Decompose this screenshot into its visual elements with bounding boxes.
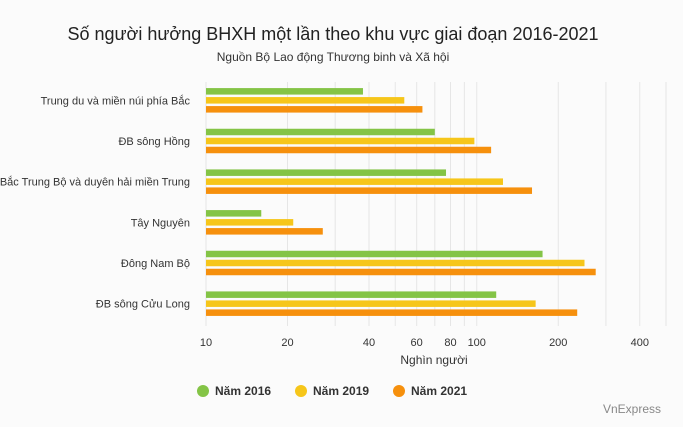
x-tick-label: 60	[411, 337, 423, 349]
bar[interactable]	[206, 250, 543, 258]
chart-subtitle: Nguồn Bộ Lao động Thương binh và Xã hội	[216, 50, 450, 64]
bar[interactable]	[206, 219, 294, 226]
x-tick-label: 10	[200, 337, 212, 349]
legend-label: Năm 2019	[313, 384, 369, 398]
bar[interactable]	[206, 169, 447, 176]
bar[interactable]	[206, 228, 323, 235]
bar[interactable]	[206, 88, 363, 95]
legend-label: Năm 2016	[215, 384, 271, 398]
legend-label: Năm 2021	[411, 384, 467, 398]
category-labels: Trung du và miền núi phía Bắc ĐB sông Hồn…	[0, 94, 190, 310]
bar[interactable]	[206, 128, 435, 136]
x-axis-label: Nghìn người	[400, 353, 467, 367]
x-tick-label: 40	[363, 337, 375, 349]
category-label: ĐB sông Hồng	[118, 136, 190, 148]
category-label: Trung du và miền núi phía Bắc	[41, 94, 191, 107]
category-label: Đông Nam Bộ	[121, 258, 190, 270]
bar[interactable]	[206, 259, 585, 267]
bar[interactable]	[206, 268, 596, 276]
legend: Năm 2016 Năm 2019 Năm 2021	[197, 384, 467, 398]
bar[interactable]	[206, 210, 262, 217]
bar[interactable]	[206, 137, 475, 145]
legend-item[interactable]: Năm 2016	[197, 384, 271, 398]
x-tick-label: 400	[631, 337, 649, 349]
category-label: Bắc Trung Bộ và duyên hải miền Trung	[0, 176, 190, 189]
x-tick-label: 200	[549, 337, 567, 349]
bar[interactable]	[206, 291, 497, 298]
x-tick-labels: 10 20 40 60 80 100 200 400	[200, 337, 649, 349]
legend-swatch	[393, 385, 405, 397]
x-tick-label: 100	[468, 337, 486, 349]
x-tick-label: 20	[281, 337, 293, 349]
bar[interactable]	[206, 178, 503, 185]
gridlines	[205, 82, 667, 326]
legend-swatch	[295, 385, 307, 397]
bars	[206, 88, 596, 316]
x-tick-label: 80	[444, 337, 456, 349]
legend-item[interactable]: Năm 2019	[295, 384, 369, 398]
legend-item[interactable]: Năm 2021	[393, 384, 467, 398]
source-credit: VnExpress	[602, 402, 661, 416]
bar[interactable]	[206, 309, 578, 316]
bar[interactable]	[206, 187, 533, 194]
bar[interactable]	[206, 300, 536, 307]
bar[interactable]	[206, 106, 423, 113]
legend-swatch	[197, 385, 209, 397]
category-label: ĐB sông Cửu Long	[96, 299, 190, 311]
category-label: Tây Nguyên	[131, 217, 190, 229]
chart-title: Số người hưởng BHXH một lần theo khu vực…	[67, 24, 599, 44]
bar[interactable]	[206, 97, 405, 104]
bar[interactable]	[206, 146, 492, 154]
